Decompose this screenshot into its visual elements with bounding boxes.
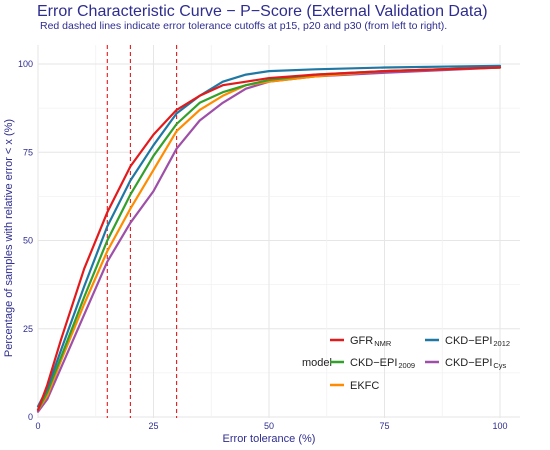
- x-tick-label: 0: [35, 421, 40, 431]
- y-tick-label: 75: [23, 147, 33, 157]
- x-tick-label: 75: [379, 421, 389, 431]
- legend-label: CKD−EPICys: [445, 357, 507, 370]
- grid: [37, 45, 520, 418]
- x-tick-label: 50: [264, 421, 274, 431]
- x-tick-label: 100: [492, 421, 507, 431]
- y-tick-label: 0: [28, 412, 33, 422]
- legend-label: CKD−EPI2012: [445, 335, 510, 348]
- chart-subtitle: Red dashed lines indicate error toleranc…: [40, 20, 448, 32]
- series-lines: [36, 64, 502, 413]
- y-tick-label: 100: [18, 59, 33, 69]
- axes: 0 25 50 75 100 0 25 50 75 100: [18, 59, 508, 431]
- x-tick-label: 25: [148, 421, 158, 431]
- cutoff-lines: [106, 45, 178, 418]
- chart-title: Error Characteristic Curve − P−Score (Ex…: [37, 3, 488, 20]
- series-line: [36, 66, 502, 411]
- y-axis-label: Percentage of samples with relative erro…: [3, 119, 15, 357]
- x-axis-label: Error tolerance (%): [223, 433, 316, 445]
- legend-label: GFRNMR: [350, 335, 392, 348]
- series-line: [36, 64, 502, 408]
- series-line: [36, 66, 502, 411]
- y-tick-label: 25: [23, 324, 33, 334]
- y-tick-label: 50: [23, 236, 33, 246]
- legend: model GFRNMR CKD−EPI2012 CKD−EPI2009 CKD−EPI…: [302, 335, 510, 392]
- legend-label: EKFC: [350, 380, 379, 392]
- legend-label: CKD−EPI2009: [350, 357, 415, 370]
- legend-title: model: [302, 357, 332, 369]
